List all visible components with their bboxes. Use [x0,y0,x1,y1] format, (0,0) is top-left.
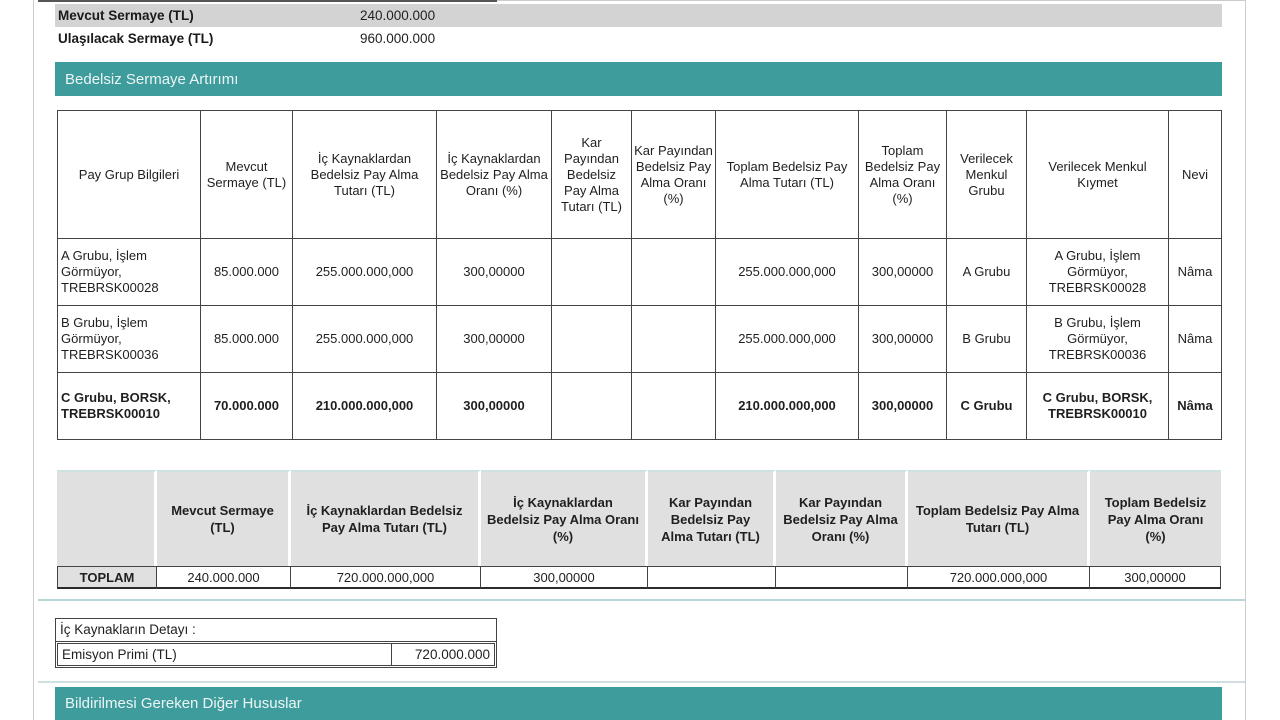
totals-row: TOPLAM 240.000.000 720.000.000,000 300,0… [57,566,1221,589]
cell-kar-payi-oran [631,372,716,440]
detail-box-row: Emisyon Primi (TL) 720.000.000 [57,643,495,666]
detail-row-value: 720.000.000 [414,647,490,662]
cell-pay-grup: B Grubu, İşlem Görmüyor, TREBRSK00036 [57,305,201,373]
summary-label: Ulaşılacak Sermaye (TL) [58,31,214,46]
cell-menkul-grubu: C Grubu [946,372,1027,440]
cell-kar-payi-oran [631,305,716,373]
cell-toplam-oran: 300,00000 [858,305,947,373]
cell-kar-payi-tutar [551,372,632,440]
header-cell: İç Kaynaklardan Bedelsiz Pay Alma Tutarı… [291,470,481,566]
cell-menkul-grubu: B Grubu [946,305,1027,373]
cell-pay-grup: C Grubu, BORSK, TREBRSK00010 [57,372,201,440]
cell-ic-kaynak-tutar: 255.000.000,000 [292,305,437,373]
summary-label: Mevcut Sermaye (TL) [58,8,194,23]
header-cell: Mevcut Sermaye (TL) [157,470,291,566]
cell-toplam-oran: 300,00000 [1090,566,1221,589]
page-frame-left [33,0,34,720]
header-cell: Verilecek Menkul Grubu [946,110,1027,239]
top-border-segment [38,0,497,2]
cell-toplam-oran: 300,00000 [858,372,947,440]
section-header-bonus-capital: Bedelsiz Sermaye Artırımı [55,62,1222,96]
header-cell: İç Kaynaklardan Bedelsiz Pay Alma Oranı … [436,110,552,239]
cell-toplam-tutar: 255.000.000,000 [715,238,859,306]
share-group-row-c: C Grubu, BORSK, TREBRSK00010 70.000.000 … [57,372,1222,440]
section-title: Bedelsiz Sermaye Artırımı [65,70,239,88]
page-frame-right [1245,0,1246,720]
cell-menkul-kiymet: C Grubu, BORSK, TREBRSK00010 [1026,372,1169,440]
cell-ic-kaynak-oran: 300,00000 [481,566,648,589]
header-cell: İç Kaynaklardan Bedelsiz Pay Alma Tutarı… [292,110,437,239]
share-group-row-a: A Grubu, İşlem Görmüyor, TREBRSK00028 85… [57,238,1222,306]
cell-kar-payi-tutar [551,238,632,306]
header-cell: Kar Payından Bedelsiz Pay Alma Oranı (%) [631,110,716,239]
cell-nevi: Nâma [1168,305,1222,373]
header-cell: Kar Payından Bedelsiz Pay Alma Oranı (%) [776,470,908,566]
cell-nevi: Nâma [1168,238,1222,306]
cell-menkul-kiymet: B Grubu, İşlem Görmüyor, TREBRSK00036 [1026,305,1169,373]
totals-header-row: Mevcut Sermaye (TL) İç Kaynaklardan Bede… [57,470,1221,566]
section-title: Bildirilmesi Gereken Diğer Hususlar [65,695,302,712]
share-group-row-b: B Grubu, İşlem Görmüyor, TREBRSK00036 85… [57,305,1222,373]
header-cell: Toplam Bedelsiz Pay Alma Oranı (%) [1090,470,1221,566]
header-cell [57,470,157,566]
header-cell: Pay Grup Bilgileri [57,110,201,239]
share-groups-header-row: Pay Grup Bilgileri Mevcut Sermaye (TL) İ… [57,110,1222,239]
header-cell: Toplam Bedelsiz Pay Alma Tutarı (TL) [715,110,859,239]
detail-row-label: Emisyon Primi (TL) [58,644,392,665]
top-border-light [497,0,1245,1]
detail-box-title: İç Kaynakların Detayı : [56,619,496,642]
cell-mevcut-sermaye: 240.000.000 [157,566,291,589]
cell-kar-payi-tutar [551,305,632,373]
header-cell: Verilecek Menkul Kıymet [1026,110,1169,239]
cell-kar-payi-oran [776,566,908,589]
cell-menkul-kiymet: A Grubu, İşlem Görmüyor, TREBRSK00028 [1026,238,1169,306]
cell-menkul-grubu: A Grubu [946,238,1027,306]
header-cell: Kar Payından Bedelsiz Pay Alma Tutarı (T… [551,110,632,239]
header-cell: İç Kaynaklardan Bedelsiz Pay Alma Oranı … [481,470,648,566]
header-cell: Toplam Bedelsiz Pay Alma Oranı (%) [858,110,947,239]
cell-kar-payi-tutar [648,566,776,589]
divider-line [38,681,1245,683]
cell-ic-kaynak-oran: 300,00000 [436,238,552,306]
header-cell: Kar Payından Bedelsiz Pay Alma Tutarı (T… [648,470,776,566]
totals-table: Mevcut Sermaye (TL) İç Kaynaklardan Bede… [57,470,1221,589]
cell-ic-kaynak-oran: 300,00000 [436,305,552,373]
share-groups-table: Pay Grup Bilgileri Mevcut Sermaye (TL) İ… [57,110,1222,440]
divider-line [38,599,1245,601]
header-cell: Toplam Bedelsiz Pay Alma Tutarı (TL) [908,470,1090,566]
cell-ic-kaynak-tutar: 720.000.000,000 [291,566,481,589]
cell-nevi: Nâma [1168,372,1222,440]
cell-toplam-tutar: 255.000.000,000 [715,305,859,373]
header-cell: Nevi [1168,110,1222,239]
cell-toplam-tutar: 720.000.000,000 [908,566,1090,589]
cell-kar-payi-oran [631,238,716,306]
cell-ic-kaynak-tutar: 255.000.000,000 [292,238,437,306]
summary-value: 960.000.000 [360,31,436,46]
cell-mevcut-sermaye: 85.000.000 [200,238,293,306]
cell-mevcut-sermaye: 70.000.000 [200,372,293,440]
totals-label: TOPLAM [57,566,157,589]
cell-ic-kaynak-tutar: 210.000.000,000 [292,372,437,440]
cell-mevcut-sermaye: 85.000.000 [200,305,293,373]
cell-toplam-oran: 300,00000 [858,238,947,306]
internal-sources-detail-box: İç Kaynakların Detayı : Emisyon Primi (T… [55,618,497,668]
summary-value: 240.000.000 [360,8,436,23]
cell-pay-grup: A Grubu, İşlem Görmüyor, TREBRSK00028 [57,238,201,306]
cell-toplam-tutar: 210.000.000,000 [715,372,859,440]
summary-row-current-capital: Mevcut Sermaye (TL) 240.000.000 [55,4,1222,27]
cell-ic-kaynak-oran: 300,00000 [436,372,552,440]
section-header-other-matters: Bildirilmesi Gereken Diğer Hususlar [55,687,1222,720]
header-cell: Mevcut Sermaye (TL) [200,110,293,239]
summary-row-target-capital: Ulaşılacak Sermaye (TL) 960.000.000 [55,27,1222,50]
